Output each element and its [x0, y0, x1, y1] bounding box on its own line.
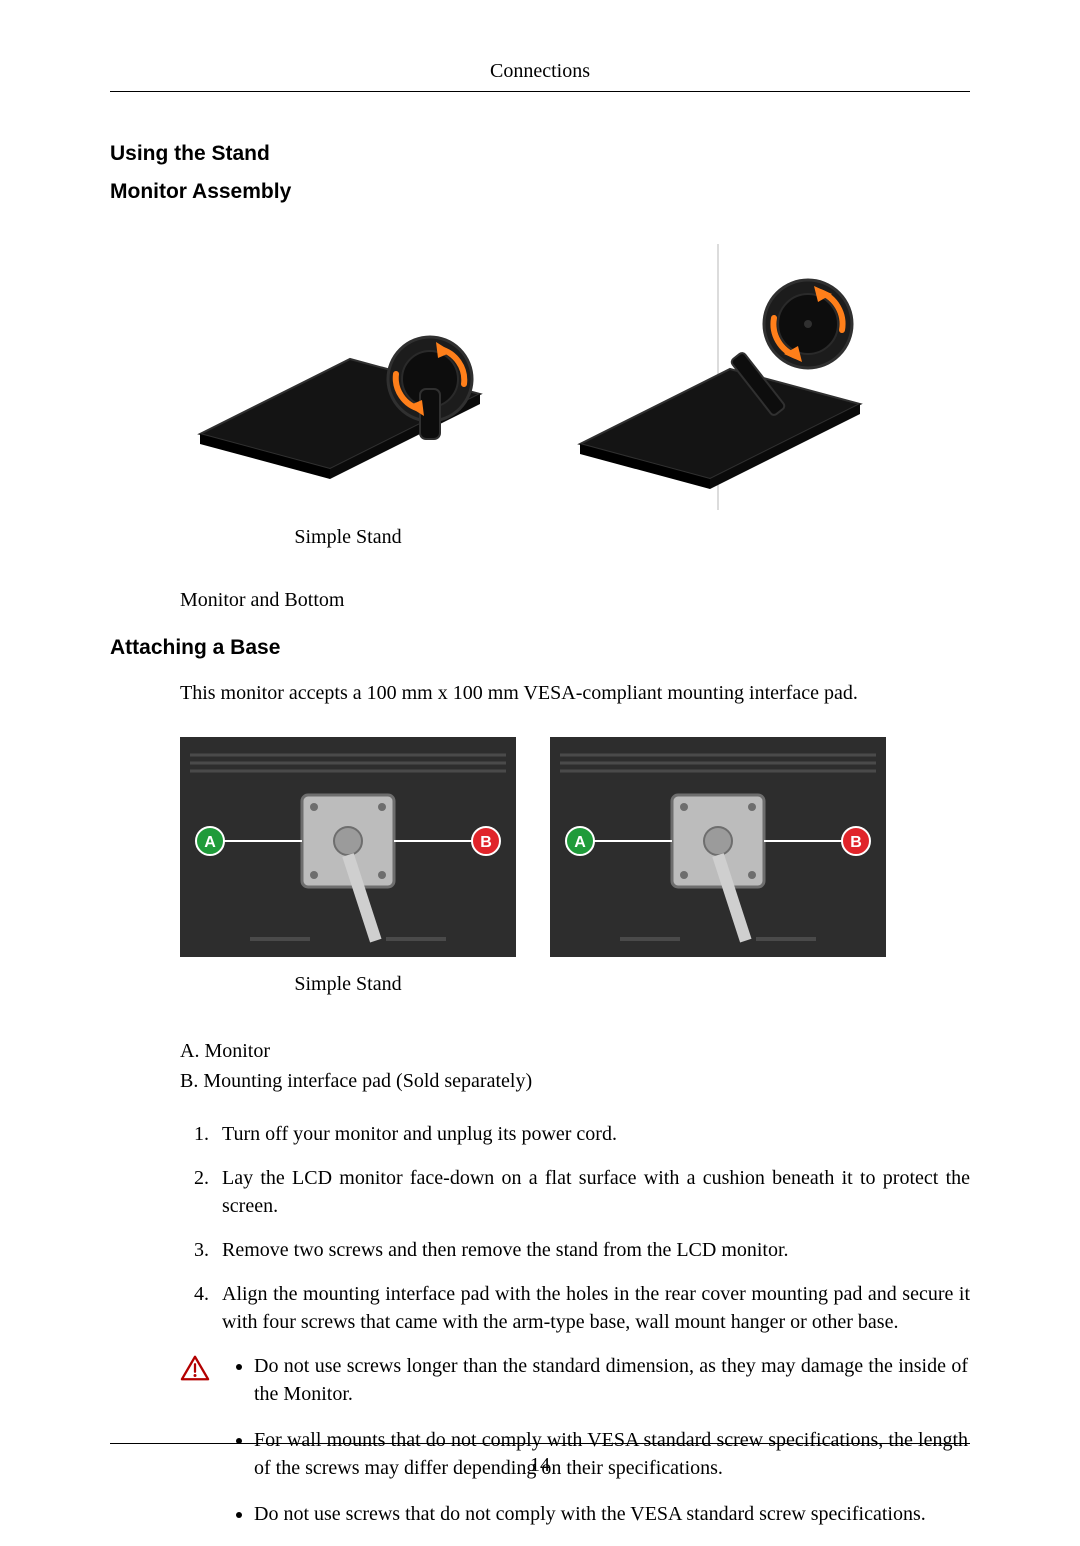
figure-vesa-left: A B [180, 737, 516, 957]
warning-3: Do not use screws that do not comply wit… [254, 1500, 970, 1528]
step-4: Align the mounting interface pad with th… [214, 1280, 970, 1336]
monitor-assembly-left-svg [180, 234, 516, 520]
heading-monitor-assembly: Monitor Assembly [110, 180, 970, 204]
step-1: Turn off your monitor and unplug its pow… [214, 1120, 970, 1148]
step-3: Remove two screws and then remove the st… [214, 1236, 970, 1264]
figure-assembly-caption: Simple Stand [180, 526, 516, 549]
heading-attaching-a-base: Attaching a Base [110, 636, 970, 660]
caption-monitor-and-bottom: Monitor and Bottom [180, 589, 970, 612]
page-content: Using the Stand Monitor Assembly Simple … [110, 92, 970, 1546]
monitor-assembly-right-svg [550, 234, 886, 520]
header-title: Connections [110, 60, 970, 83]
figure-vesa-right: A B [550, 737, 886, 957]
page-footer: 14 [110, 1443, 970, 1477]
figure-assembly-left [180, 234, 516, 520]
legend-a: A. Monitor [180, 1036, 970, 1066]
heading-using-the-stand: Using the Stand [110, 142, 970, 166]
figure-assembly-left-wrap: Simple Stand [180, 234, 516, 549]
figure-assembly-right [550, 234, 886, 520]
figure-vesa-left-wrap: A B Simple Stand [180, 737, 516, 996]
svg-text:B: B [850, 834, 862, 851]
vesa-right-svg: A B [550, 737, 886, 957]
svg-text:A: A [574, 834, 586, 851]
warning-icon [180, 1354, 210, 1382]
legend-b: B. Mounting interface pad (Sold separate… [180, 1066, 970, 1096]
footer-rule [110, 1443, 970, 1444]
vesa-legend: A. Monitor B. Mounting interface pad (So… [180, 1036, 970, 1096]
page-number: 14 [110, 1454, 970, 1477]
svg-text:A: A [204, 834, 216, 851]
figure-row-assembly: Simple Stand [180, 234, 970, 549]
step-2: Lay the LCD monitor face-down on a flat … [214, 1164, 970, 1220]
figure-vesa-caption: Simple Stand [180, 973, 516, 996]
figure-row-vesa: A B Simple Stand [180, 737, 970, 996]
warning-1: Do not use screws longer than the standa… [254, 1352, 970, 1408]
intro-attaching-a-base: This monitor accepts a 100 mm x 100 mm V… [180, 680, 970, 707]
assembly-steps: Turn off your monitor and unplug its pow… [180, 1120, 970, 1336]
vesa-left-svg: A B [180, 737, 516, 957]
page-header: Connections [110, 60, 970, 92]
svg-text:B: B [480, 834, 492, 851]
